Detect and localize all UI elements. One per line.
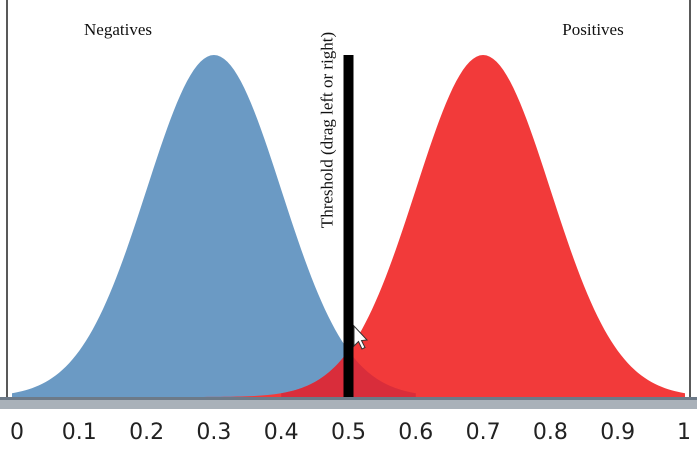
x-tick-label: 0.8 <box>533 420 568 445</box>
x-tick-label: 0.1 <box>62 420 97 445</box>
x-tick-label: 0.2 <box>129 420 164 445</box>
negatives-label: Negatives <box>84 20 152 39</box>
x-tick-label: 0.4 <box>264 420 299 445</box>
positives-label: Positives <box>562 20 623 39</box>
mouse-cursor-icon <box>353 324 369 350</box>
x-tick-label: 0.7 <box>466 420 501 445</box>
x-tick-label: 0.6 <box>398 420 433 445</box>
threshold-line[interactable] <box>343 55 354 397</box>
threshold-handle[interactable]: Threshold (drag left or right) <box>318 32 354 397</box>
x-tick-label: 0.3 <box>196 420 231 445</box>
axis-bar-edge <box>0 397 697 400</box>
x-tick-label: 0.9 <box>600 420 635 445</box>
curve-negatives <box>12 55 685 397</box>
curve-positives <box>12 55 685 397</box>
x-tick-label: 0.5 <box>331 420 366 445</box>
threshold-label: Threshold (drag left or right) <box>318 32 337 228</box>
x-tick-labels: 0 0.1 0.2 0.3 0.4 0.5 0.6 0.7 0.8 0.9 1 <box>10 420 691 445</box>
x-tick-label: 1 <box>677 420 691 445</box>
x-axis: 0 0.1 0.2 0.3 0.4 0.5 0.6 0.7 0.8 0.9 1 <box>0 397 697 445</box>
x-tick-label: 0 <box>10 420 24 445</box>
